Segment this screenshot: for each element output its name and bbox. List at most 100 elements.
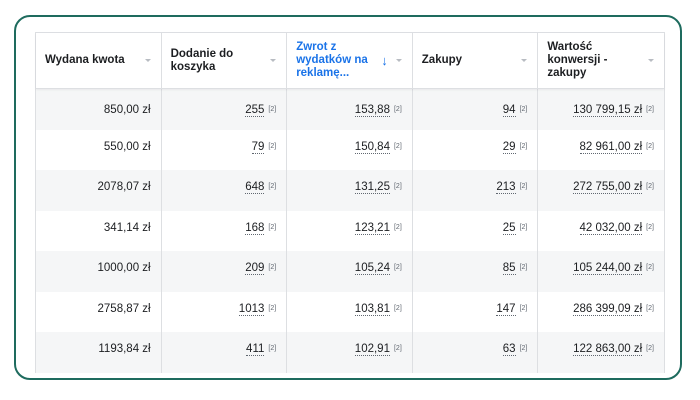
reference-marker[interactable]: [2] bbox=[393, 345, 402, 352]
reference-marker[interactable]: [2] bbox=[519, 345, 528, 352]
cell-value[interactable]: 168 bbox=[245, 221, 265, 235]
cell-value: 341,14 zł bbox=[103, 221, 151, 234]
cell-value[interactable]: 209 bbox=[245, 262, 265, 275]
cell-purchases: 29 [2] bbox=[413, 129, 539, 170]
reference-marker[interactable]: [2] bbox=[393, 223, 402, 231]
column-header-conversion-value[interactable]: Wartość konwersji - zakupy bbox=[538, 33, 664, 88]
cell-value: 550,00 zł bbox=[103, 140, 151, 153]
column-header-roas[interactable]: Zwrot z wydatków na reklamę... ↓ bbox=[287, 33, 413, 88]
cell-value: 1000,00 zł bbox=[97, 262, 151, 274]
cell-value[interactable]: 648 bbox=[245, 181, 265, 194]
cell-value[interactable]: 105,24 bbox=[354, 262, 390, 275]
cell-value[interactable]: 85 bbox=[502, 262, 516, 275]
reference-marker[interactable]: [2] bbox=[519, 142, 528, 150]
reference-marker[interactable]: [2] bbox=[268, 223, 277, 231]
reference-marker[interactable]: [2] bbox=[268, 106, 277, 113]
table-row[interactable]: 550,00 zł 79 [2] 150,84 [2] 29 [2] 82 961,00 zł… bbox=[36, 129, 664, 171]
cell-value[interactable]: 25 bbox=[502, 221, 516, 235]
cell-add-to-cart: 255 [2] bbox=[162, 89, 288, 130]
reference-marker[interactable]: [2] bbox=[646, 142, 654, 150]
cell-value[interactable]: 131,25 bbox=[354, 181, 390, 194]
cell-purchases: 63 [2] bbox=[413, 332, 539, 373]
cell-roas: 131,25 [2] bbox=[287, 170, 413, 211]
cell-spend: 850,00 zł bbox=[36, 89, 162, 130]
chevron-down-icon[interactable] bbox=[395, 59, 402, 62]
reference-marker[interactable]: [2] bbox=[268, 304, 277, 312]
cell-value: 2078,07 zł bbox=[97, 181, 151, 193]
cell-purchases: 147 [2] bbox=[413, 291, 539, 332]
cell-value[interactable]: 150,84 bbox=[354, 140, 390, 154]
cell-value[interactable]: 103,81 bbox=[354, 302, 390, 316]
reference-marker[interactable]: [2] bbox=[646, 264, 654, 271]
cell-value[interactable]: 122 863,00 zł bbox=[573, 343, 643, 356]
cell-value[interactable]: 105 244,00 zł bbox=[573, 262, 643, 275]
chevron-down-icon[interactable] bbox=[270, 59, 277, 62]
table-row[interactable]: 2758,87 zł 1013 [2] 103,81 [2] 147 [2] 286 399,… bbox=[36, 291, 664, 332]
reference-marker[interactable]: [2] bbox=[646, 223, 654, 231]
reference-marker[interactable]: [2] bbox=[646, 345, 654, 352]
cell-roas: 153,88 [2] bbox=[287, 89, 413, 130]
cell-value[interactable]: 255 bbox=[245, 104, 265, 117]
column-header-purchases[interactable]: Zakupy bbox=[413, 33, 539, 88]
cell-roas: 103,81 [2] bbox=[287, 291, 413, 332]
cell-add-to-cart: 168 [2] bbox=[162, 210, 288, 251]
reference-marker[interactable]: [2] bbox=[268, 142, 277, 150]
cell-value[interactable]: 411 bbox=[246, 343, 265, 356]
reference-marker[interactable]: [2] bbox=[268, 183, 277, 190]
reference-marker[interactable]: [2] bbox=[646, 106, 654, 113]
cell-value[interactable]: 147 bbox=[496, 302, 516, 316]
table-row[interactable]: 341,14 zł 168 [2] 123,21 [2] 25 [2] 42 032,00 z… bbox=[36, 210, 664, 251]
reference-marker[interactable]: [2] bbox=[393, 106, 402, 113]
reference-marker[interactable]: [2] bbox=[393, 183, 402, 190]
reference-marker[interactable]: [2] bbox=[519, 223, 528, 231]
cell-roas: 102,91 [2] bbox=[287, 332, 413, 373]
reference-marker[interactable]: [2] bbox=[393, 304, 402, 312]
column-header-spend[interactable]: Wydana kwota bbox=[36, 33, 162, 88]
column-header-label: Wartość konwersji - zakupy bbox=[547, 41, 608, 79]
cell-purchases: 85 [2] bbox=[413, 251, 539, 292]
cell-conversion-value: 122 863,00 zł [2] bbox=[538, 332, 664, 373]
cell-value: 850,00 zł bbox=[103, 104, 151, 116]
cell-value[interactable]: 153,88 bbox=[354, 104, 390, 117]
cell-purchases: 213 [2] bbox=[413, 170, 539, 211]
table-row[interactable]: 1000,00 zł 209 [2] 105,24 [2] 85 [2] 105 244,00… bbox=[36, 251, 664, 292]
cell-spend: 550,00 zł bbox=[36, 129, 162, 170]
cell-spend: 1193,84 zł bbox=[36, 332, 162, 373]
cell-value[interactable]: 79 bbox=[251, 140, 265, 154]
cell-roas: 105,24 [2] bbox=[287, 251, 413, 292]
reference-marker[interactable]: [2] bbox=[646, 304, 654, 312]
cell-value[interactable]: 63 bbox=[502, 343, 516, 356]
cell-value[interactable]: 272 755,00 zł bbox=[573, 181, 643, 194]
table-row[interactable]: 850,00 zł 255 [2] 153,88 [2] 94 [2] 130 799,15 … bbox=[36, 89, 664, 130]
arrow-down-icon[interactable]: ↓ bbox=[381, 53, 388, 68]
cell-spend: 1000,00 zł bbox=[36, 251, 162, 292]
cell-value[interactable]: 82 961,00 zł bbox=[579, 140, 643, 154]
column-header-label: Zwrot z wydatków na reklamę... bbox=[296, 41, 368, 79]
cell-value[interactable]: 286 399,09 zł bbox=[573, 302, 643, 316]
cell-value[interactable]: 42 032,00 zł bbox=[579, 221, 643, 235]
chevron-down-icon[interactable] bbox=[144, 59, 151, 62]
cell-value[interactable]: 102,91 bbox=[354, 343, 390, 356]
reference-marker[interactable]: [2] bbox=[519, 183, 528, 190]
reference-marker[interactable]: [2] bbox=[393, 264, 402, 271]
column-header-add-to-cart[interactable]: Dodanie do koszyka bbox=[162, 33, 288, 88]
cell-value[interactable]: 94 bbox=[502, 104, 516, 117]
table-row[interactable]: 2078,07 zł 648 [2] 131,25 [2] 213 [2] 272 755,0… bbox=[36, 170, 664, 211]
reference-marker[interactable]: [2] bbox=[268, 264, 277, 271]
chevron-down-icon[interactable] bbox=[647, 59, 654, 62]
reference-marker[interactable]: [2] bbox=[393, 142, 402, 150]
table-row[interactable]: 1193,84 zł 411 [2] 102,91 [2] 63 [2] 122 863,00… bbox=[36, 332, 664, 373]
cell-value[interactable]: 1013 bbox=[238, 302, 265, 316]
cell-conversion-value: 82 961,00 zł [2] bbox=[538, 130, 664, 171]
reference-marker[interactable]: [2] bbox=[519, 106, 528, 113]
cell-add-to-cart: 1013 [2] bbox=[162, 291, 288, 332]
chevron-down-icon[interactable] bbox=[521, 59, 528, 62]
cell-value[interactable]: 213 bbox=[496, 181, 516, 194]
cell-value[interactable]: 29 bbox=[502, 140, 516, 154]
cell-value[interactable]: 123,21 bbox=[354, 221, 390, 235]
reference-marker[interactable]: [2] bbox=[519, 264, 528, 271]
reference-marker[interactable]: [2] bbox=[646, 183, 654, 190]
reference-marker[interactable]: [2] bbox=[268, 345, 277, 352]
reference-marker[interactable]: [2] bbox=[519, 304, 528, 312]
cell-value[interactable]: 130 799,15 zł bbox=[573, 104, 643, 117]
